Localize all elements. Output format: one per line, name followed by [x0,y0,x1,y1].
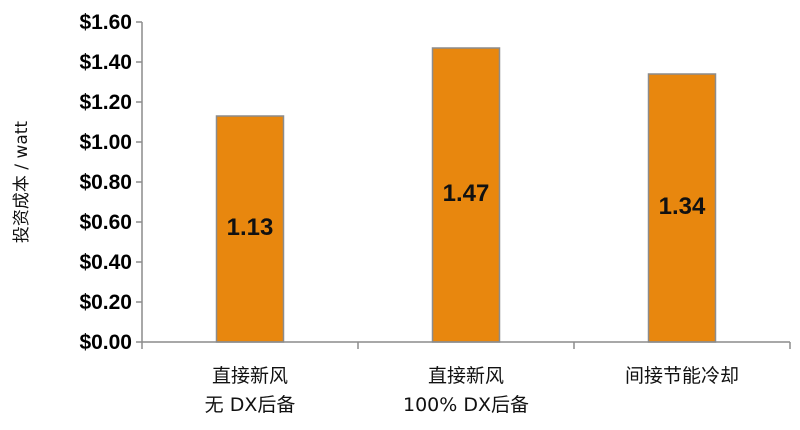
y-tick-label: $0.60 [79,211,132,234]
x-category-label: 直接新风 [428,365,504,387]
y-tick-label: $0.40 [79,251,132,274]
y-tick-label: $1.20 [79,91,132,114]
bars: 1.13 1.47 1.34 [215,47,717,343]
y-axis: $0.00 $0.20 $0.40 $0.60 $0.80 $1.00 $1.20 $1.40… [79,11,143,354]
bar-value-label: 1.47 [443,180,490,207]
bar [431,47,501,343]
x-category-label: 100% DX后备 [403,394,529,416]
bar [215,115,285,343]
bar-value-label: 1.34 [659,193,706,220]
x-category-label: 直接新风 [212,365,288,387]
x-category-label: 间接节能冷却 [625,365,739,387]
y-tick-label: $0.20 [79,291,132,314]
y-tick-label: $0.00 [79,331,132,354]
y-tick-label: $1.40 [79,51,132,74]
x-category-label: 无 DX后备 [205,394,296,416]
y-tick-label: $1.60 [79,11,132,34]
y-tick-label: $1.00 [79,131,132,154]
y-tick-label: $0.80 [79,171,132,194]
y-axis-title: 投资成本 / watt [12,121,32,244]
bar-value-label: 1.13 [227,214,274,241]
